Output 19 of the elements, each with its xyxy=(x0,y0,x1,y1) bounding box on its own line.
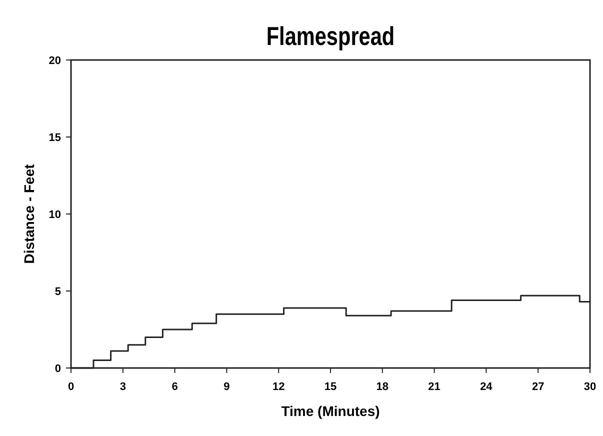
y-tick-label: 15 xyxy=(48,132,61,144)
x-axis-title: Time (Minutes) xyxy=(281,403,380,419)
chart-title: Flamespread xyxy=(266,22,395,51)
x-tick-label: 18 xyxy=(376,381,389,393)
x-tick-label: 9 xyxy=(224,381,230,393)
x-tick-label: 3 xyxy=(120,381,126,393)
x-tick-label: 24 xyxy=(480,381,494,393)
x-tick-label: 6 xyxy=(172,381,178,393)
x-tick-label: 15 xyxy=(324,381,337,393)
y-tick-label: 5 xyxy=(54,286,61,298)
y-tick-label: 0 xyxy=(54,363,61,375)
x-tick-label: 12 xyxy=(272,381,285,393)
y-axis-title: Distance - Feet xyxy=(21,164,37,264)
y-tick-label: 20 xyxy=(48,55,61,67)
x-tick-label: 30 xyxy=(584,381,596,393)
y-tick-label: 10 xyxy=(48,209,61,221)
x-tick-label: 21 xyxy=(428,381,440,393)
x-tick-label: 0 xyxy=(68,381,74,393)
x-tick-label: 27 xyxy=(532,381,544,393)
